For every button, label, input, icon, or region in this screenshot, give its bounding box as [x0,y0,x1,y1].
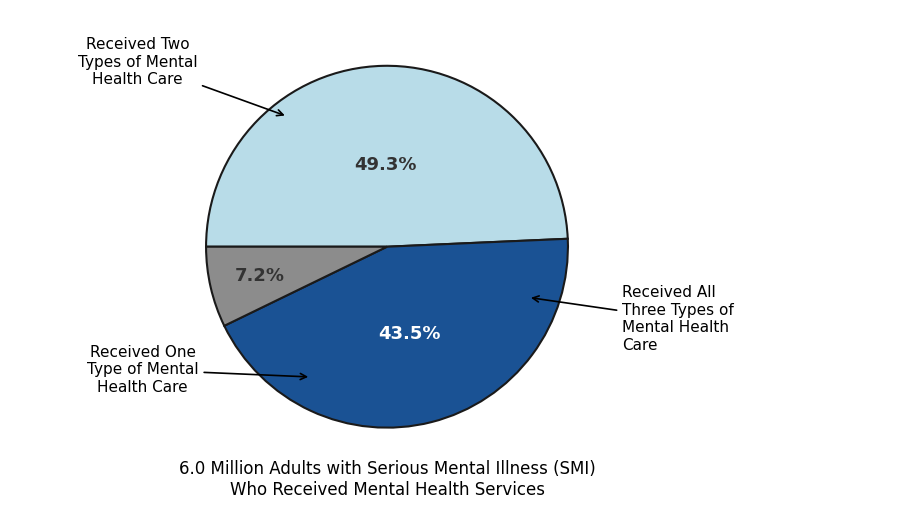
Wedge shape [206,247,387,326]
Text: Received Two
Types of Mental
Health Care: Received Two Types of Mental Health Care [77,38,284,116]
Wedge shape [224,239,568,428]
Text: 6.0 Million Adults with Serious Mental Illness (SMI)
Who Received Mental Health : 6.0 Million Adults with Serious Mental I… [178,460,596,499]
Text: 7.2%: 7.2% [235,267,285,285]
Text: Received All
Three Types of
Mental Health
Care: Received All Three Types of Mental Healt… [533,285,734,353]
Text: 49.3%: 49.3% [354,156,417,174]
Text: 43.5%: 43.5% [378,325,440,343]
Wedge shape [206,66,568,247]
Text: Received One
Type of Mental
Health Care: Received One Type of Mental Health Care [87,345,306,395]
